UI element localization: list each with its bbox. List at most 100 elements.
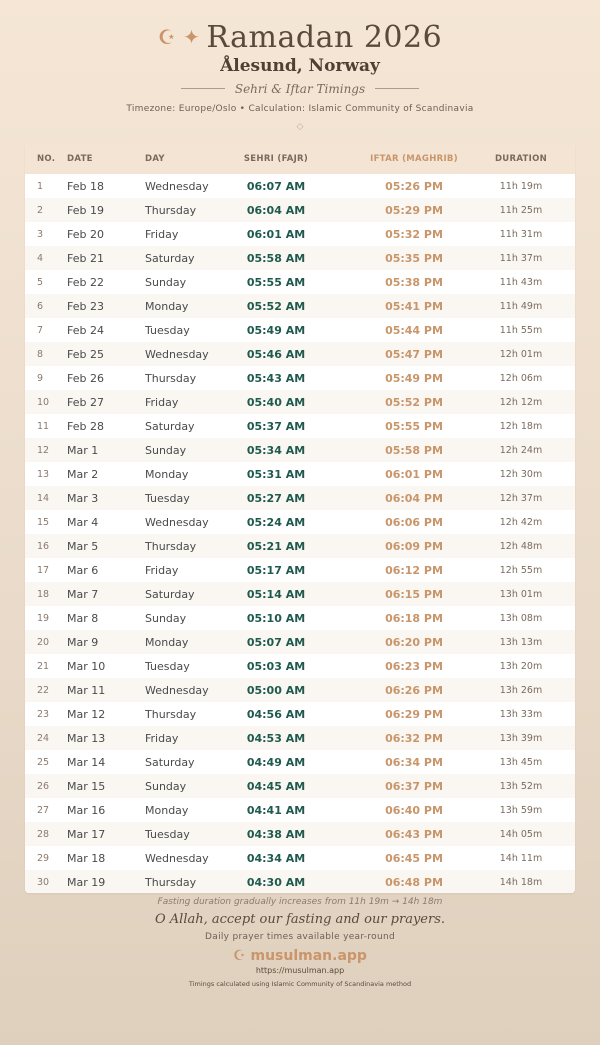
fasting-duration: 11h 49m bbox=[499, 300, 543, 312]
fasting-duration: 13h 13m bbox=[499, 636, 543, 648]
row-day: Tuesday bbox=[145, 323, 190, 337]
row-date: Feb 24 bbox=[67, 323, 104, 337]
row-number: 20 bbox=[37, 636, 50, 648]
fasting-duration: 12h 55m bbox=[499, 564, 543, 576]
row-number: 27 bbox=[37, 804, 50, 816]
url-link[interactable]: https://musulman.app bbox=[255, 966, 345, 975]
sehri-time: 05:52 AM bbox=[246, 299, 306, 313]
iftar-time: 06:43 PM bbox=[385, 827, 443, 841]
table-row: 14 Mar 3 Tuesday 05:27 AM 06:04 PM 12h 37m bbox=[25, 486, 575, 510]
row-number: 30 bbox=[37, 876, 50, 888]
fasting-duration: 12h 48m bbox=[499, 540, 543, 552]
iftar-time: 06:40 PM bbox=[385, 803, 443, 817]
row-date: Mar 12 bbox=[67, 707, 106, 721]
row-day: Tuesday bbox=[145, 491, 190, 505]
iftar-time: 05:26 PM bbox=[385, 179, 443, 193]
table-row: 16 Mar 5 Thursday 05:21 AM 06:09 PM 12h 48m bbox=[25, 534, 575, 558]
fasting-duration: 12h 01m bbox=[499, 348, 543, 360]
row-number: 6 bbox=[37, 300, 44, 312]
iftar-time: 05:58 PM bbox=[385, 443, 443, 457]
row-number: 10 bbox=[37, 396, 50, 408]
sehri-time: 04:34 AM bbox=[246, 851, 306, 865]
row-day: Friday bbox=[145, 227, 179, 241]
table-row: 24 Mar 13 Friday 04:53 AM 06:32 PM 13h 39m bbox=[25, 726, 575, 750]
row-number: 22 bbox=[37, 684, 50, 696]
sehri-time: 06:01 AM bbox=[246, 227, 306, 241]
divider bbox=[375, 88, 420, 89]
table-row: 10 Feb 27 Friday 05:40 AM 05:52 PM 12h 12m bbox=[25, 390, 575, 414]
table-row: 7 Feb 24 Tuesday 05:49 AM 05:44 PM 11h 55m bbox=[25, 318, 575, 342]
page-title: ☪ ✦ Ramadan 2026 bbox=[157, 20, 443, 55]
row-date: Feb 20 bbox=[67, 227, 104, 241]
table-row: 21 Mar 10 Tuesday 05:03 AM 06:23 PM 13h 20m bbox=[25, 654, 575, 678]
table-row: 18 Mar 7 Saturday 05:14 AM 06:15 PM 13h 01m bbox=[25, 582, 575, 606]
row-number: 23 bbox=[37, 708, 50, 720]
row-day: Monday bbox=[145, 299, 189, 313]
col-date: DATE bbox=[67, 153, 93, 164]
row-day: Wednesday bbox=[145, 683, 209, 697]
row-number: 8 bbox=[37, 348, 44, 360]
iftar-time: 06:15 PM bbox=[385, 587, 443, 601]
row-date: Mar 1 bbox=[67, 443, 99, 457]
sehri-time: 04:38 AM bbox=[246, 827, 306, 841]
sehri-time: 05:14 AM bbox=[246, 587, 306, 601]
iftar-time: 06:34 PM bbox=[385, 755, 443, 769]
fasting-duration: 13h 08m bbox=[499, 612, 543, 624]
row-day: Saturday bbox=[145, 755, 195, 769]
row-day: Friday bbox=[145, 395, 179, 409]
fasting-duration: 11h 43m bbox=[499, 276, 543, 288]
sehri-time: 05:27 AM bbox=[246, 491, 306, 505]
row-date: Mar 5 bbox=[67, 539, 99, 553]
iftar-time: 06:12 PM bbox=[385, 563, 443, 577]
brand-link[interactable]: ☪ musulman.app bbox=[233, 948, 367, 964]
row-day: Thursday bbox=[145, 203, 197, 217]
iftar-time: 05:49 PM bbox=[385, 371, 443, 385]
row-date: Mar 18 bbox=[67, 851, 106, 865]
table-row: 11 Feb 28 Saturday 05:37 AM 05:55 PM 12h 18m bbox=[25, 414, 575, 438]
row-date: Mar 13 bbox=[67, 731, 106, 745]
row-number: 19 bbox=[37, 612, 50, 624]
sehri-time: 05:31 AM bbox=[246, 467, 306, 481]
row-number: 21 bbox=[37, 660, 50, 672]
row-date: Feb 27 bbox=[67, 395, 104, 409]
fasting-duration: 12h 24m bbox=[499, 444, 543, 456]
row-day: Thursday bbox=[145, 875, 197, 889]
fasting-duration: 12h 12m bbox=[499, 396, 543, 408]
row-number: 28 bbox=[37, 828, 50, 840]
row-number: 25 bbox=[37, 756, 50, 768]
sehri-time: 05:58 AM bbox=[246, 251, 306, 265]
row-day: Saturday bbox=[145, 419, 195, 433]
row-number: 9 bbox=[37, 372, 44, 384]
sehri-time: 05:37 AM bbox=[246, 419, 306, 433]
fasting-duration: 14h 11m bbox=[499, 852, 543, 864]
row-date: Mar 9 bbox=[67, 635, 99, 649]
col-day: DAY bbox=[145, 153, 165, 164]
row-day: Sunday bbox=[145, 443, 187, 457]
fasting-duration: 12h 42m bbox=[499, 516, 543, 528]
row-number: 14 bbox=[37, 492, 50, 504]
row-day: Wednesday bbox=[145, 347, 209, 361]
row-day: Wednesday bbox=[145, 179, 209, 193]
row-date: Feb 25 bbox=[67, 347, 104, 361]
table-body: 1 Feb 18 Wednesday 06:07 AM 05:26 PM 11h 19m 2… bbox=[25, 174, 575, 893]
table-row: 29 Mar 18 Wednesday 04:34 AM 06:45 PM 14h 11m bbox=[25, 846, 575, 870]
table-row: 27 Mar 16 Monday 04:41 AM 06:40 PM 13h 59m bbox=[25, 798, 575, 822]
iftar-time: 05:35 PM bbox=[385, 251, 443, 265]
sehri-time: 05:07 AM bbox=[246, 635, 306, 649]
iftar-time: 05:47 PM bbox=[385, 347, 443, 361]
row-number: 12 bbox=[37, 444, 50, 456]
fasting-duration: 13h 52m bbox=[499, 780, 543, 792]
fasting-duration: 12h 30m bbox=[499, 468, 543, 480]
fasting-duration: 13h 20m bbox=[499, 660, 543, 672]
row-date: Mar 7 bbox=[67, 587, 99, 601]
row-number: 1 bbox=[37, 180, 44, 192]
row-number: 18 bbox=[37, 588, 50, 600]
iftar-time: 06:06 PM bbox=[385, 515, 443, 529]
dua: O Allah, accept our fasting and our pray… bbox=[154, 912, 446, 927]
row-date: Feb 21 bbox=[67, 251, 104, 265]
row-day: Tuesday bbox=[145, 659, 190, 673]
table-row: 9 Feb 26 Thursday 05:43 AM 05:49 PM 12h 06m bbox=[25, 366, 575, 390]
row-date: Mar 19 bbox=[67, 875, 106, 889]
fasting-duration: 14h 05m bbox=[499, 828, 543, 840]
iftar-time: 05:55 PM bbox=[385, 419, 443, 433]
